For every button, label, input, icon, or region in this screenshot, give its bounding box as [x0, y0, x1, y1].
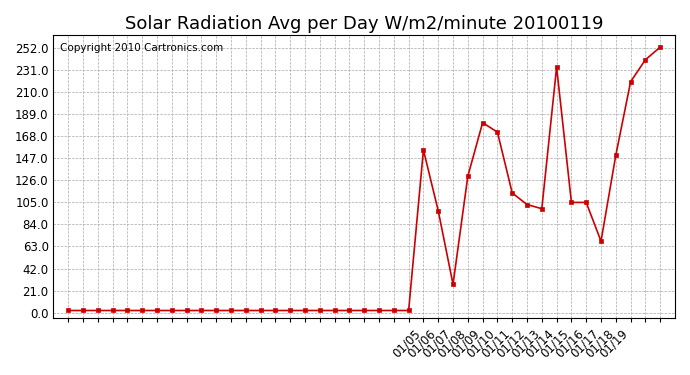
Title: Solar Radiation Avg per Day W/m2/minute 20100119: Solar Radiation Avg per Day W/m2/minute …	[125, 15, 604, 33]
Text: Copyright 2010 Cartronics.com: Copyright 2010 Cartronics.com	[60, 43, 223, 53]
